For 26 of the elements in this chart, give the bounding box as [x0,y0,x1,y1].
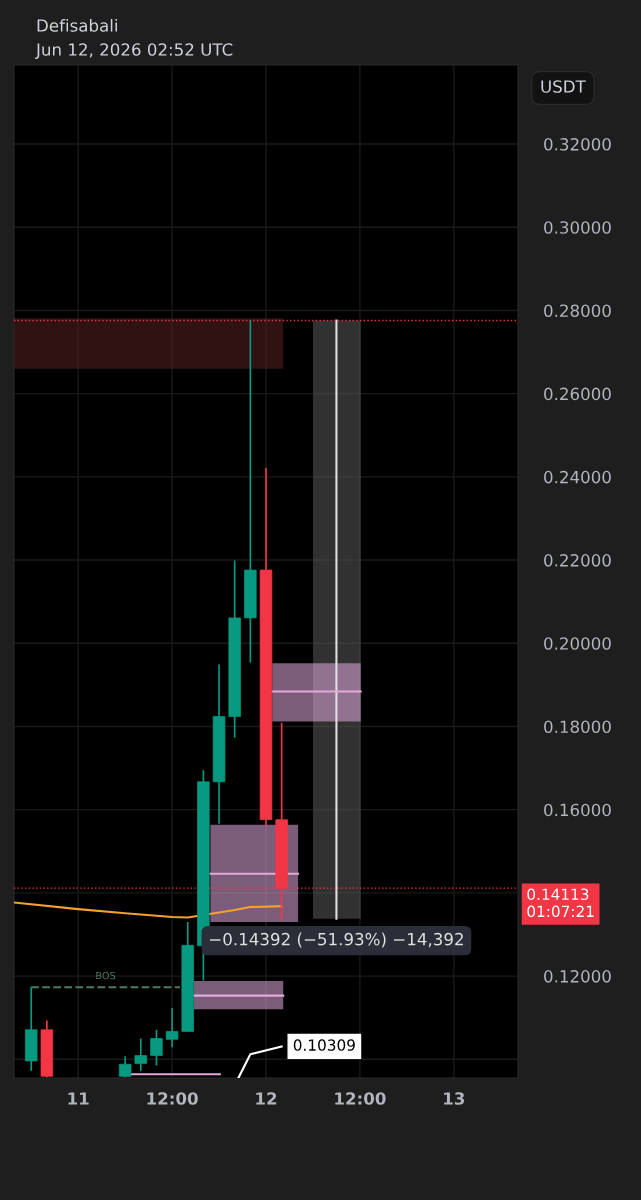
x-tick-label: 12:00 [335,1092,386,1105]
y-tick-label: 0.28000 [544,304,611,318]
x-tick-label: 12:00 [147,1092,198,1105]
ref-line-label: 0.14113 01:07:21 [527,888,594,918]
line-series [14,901,283,919]
y-tick-label: 0.12000 [544,970,611,983]
y-axis-title: USDT [541,80,586,93]
y-tick-label: 0.32000 [544,138,611,151]
y-tick-label: 0.20000 [544,637,611,650]
y-tick-label: 0.26000 [544,387,611,401]
chart-subtitle: Jun 12, 2026 02:52 UTC [35,43,233,59]
candlestick [150,1028,163,1067]
y-tick-label: 0.30000 [544,221,611,234]
x-tick-label: 12 [256,1092,277,1105]
chart-title: Defisabali [37,18,117,32]
y-tick-label: 0.24000 [544,470,611,484]
x-tick-label: 11 [68,1092,89,1105]
x-tick-label: 13 [444,1092,465,1105]
candlestick [165,1007,179,1049]
data-label: 0.10309 [293,1039,355,1051]
annotation: −0.14392 (−51.93%) −14,392 [210,932,463,948]
y-tick-label: 0.22000 [544,554,611,567]
series-label: BOS [96,971,116,980]
y-tick-label: 0.18000 [544,720,611,734]
y-tick-label: 0.16000 [544,803,611,817]
candlestick [134,1037,147,1072]
